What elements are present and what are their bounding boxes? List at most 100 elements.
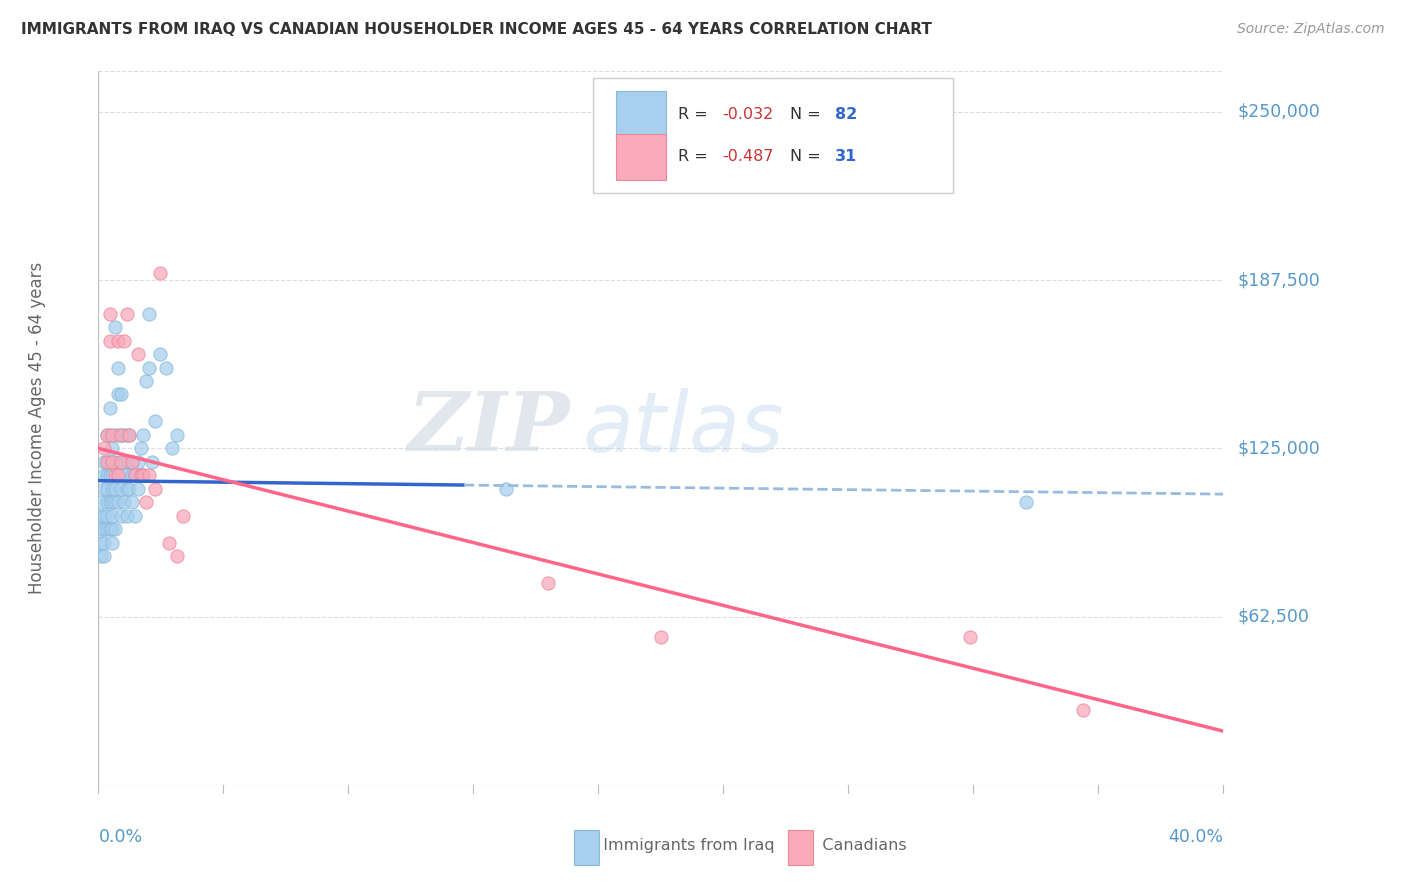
Point	[96, 428, 118, 442]
Point	[127, 482, 149, 496]
Point	[96, 468, 118, 483]
Text: 82: 82	[835, 107, 858, 121]
Point	[107, 360, 129, 375]
Point	[1015, 495, 1038, 509]
Point	[124, 468, 146, 483]
Text: Householder Income Ages 45 - 64 years: Householder Income Ages 45 - 64 years	[28, 262, 45, 594]
Point	[98, 334, 121, 348]
Point	[98, 522, 121, 536]
Point	[93, 442, 115, 456]
Text: Canadians: Canadians	[807, 838, 907, 853]
Point	[104, 455, 127, 469]
Point	[115, 508, 138, 523]
Point	[129, 468, 152, 483]
Point	[495, 482, 517, 496]
Point	[112, 495, 135, 509]
Point	[93, 468, 115, 483]
Point	[101, 495, 124, 509]
Point	[143, 482, 166, 496]
Text: -0.032: -0.032	[723, 107, 773, 121]
Point	[93, 522, 115, 536]
Point	[110, 455, 132, 469]
Point	[110, 482, 132, 496]
Point	[112, 455, 135, 469]
Point	[90, 495, 112, 509]
Point	[101, 455, 124, 469]
Point	[101, 442, 124, 456]
Point	[98, 428, 121, 442]
Text: N =: N =	[790, 150, 827, 164]
Text: $250,000: $250,000	[1237, 103, 1320, 120]
Text: R =: R =	[678, 107, 713, 121]
Point	[115, 428, 138, 442]
Text: N =: N =	[790, 107, 827, 121]
FancyBboxPatch shape	[616, 134, 666, 180]
Point	[121, 495, 143, 509]
FancyBboxPatch shape	[787, 830, 813, 865]
Point	[96, 508, 118, 523]
FancyBboxPatch shape	[574, 830, 599, 865]
Point	[98, 307, 121, 321]
Point	[118, 428, 141, 442]
Point	[110, 428, 132, 442]
Point	[107, 428, 129, 442]
Text: $125,000: $125,000	[1237, 440, 1320, 458]
Point	[1071, 702, 1094, 716]
Point	[96, 428, 118, 442]
Point	[129, 468, 152, 483]
Point	[155, 360, 177, 375]
Text: R =: R =	[678, 150, 713, 164]
Point	[104, 495, 127, 509]
Text: $187,500: $187,500	[1237, 271, 1320, 289]
Point	[132, 428, 155, 442]
Point	[93, 482, 115, 496]
Point	[121, 468, 143, 483]
Point	[96, 482, 118, 496]
Text: Source: ZipAtlas.com: Source: ZipAtlas.com	[1237, 22, 1385, 37]
Point	[112, 428, 135, 442]
Point	[118, 482, 141, 496]
Point	[124, 468, 146, 483]
Point	[104, 468, 127, 483]
Point	[143, 414, 166, 428]
Point	[650, 630, 672, 644]
Point	[104, 320, 127, 334]
Point	[96, 495, 118, 509]
Point	[98, 455, 121, 469]
Text: 40.0%: 40.0%	[1168, 828, 1223, 846]
Point	[135, 495, 157, 509]
Point	[93, 508, 115, 523]
Point	[121, 455, 143, 469]
Point	[98, 401, 121, 415]
Point	[101, 455, 124, 469]
Point	[101, 482, 124, 496]
Point	[98, 468, 121, 483]
Point	[96, 455, 118, 469]
Point	[121, 455, 143, 469]
Point	[110, 508, 132, 523]
Text: -0.487: -0.487	[723, 150, 775, 164]
Point	[166, 549, 188, 563]
Point	[132, 468, 155, 483]
Point	[138, 360, 160, 375]
Point	[141, 455, 163, 469]
Point	[90, 549, 112, 563]
Point	[104, 482, 127, 496]
Point	[118, 455, 141, 469]
Point	[132, 468, 155, 483]
Point	[90, 535, 112, 549]
Text: atlas: atlas	[582, 388, 783, 468]
Point	[96, 455, 118, 469]
Point	[160, 442, 183, 456]
FancyBboxPatch shape	[616, 91, 666, 137]
Point	[93, 549, 115, 563]
Point	[157, 535, 180, 549]
Point	[135, 374, 157, 388]
Point	[115, 455, 138, 469]
Point	[93, 455, 115, 469]
Point	[98, 495, 121, 509]
Point	[101, 428, 124, 442]
Point	[107, 334, 129, 348]
Text: $62,500: $62,500	[1237, 607, 1309, 625]
Point	[118, 428, 141, 442]
